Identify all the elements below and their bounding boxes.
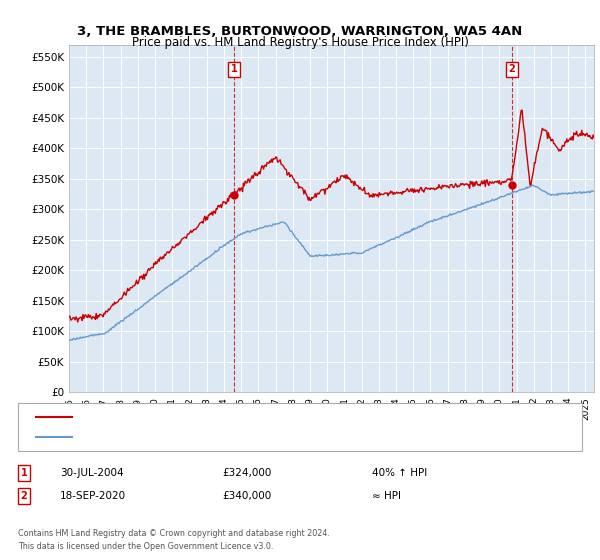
Text: £324,000: £324,000 — [222, 468, 271, 478]
Text: Price paid vs. HM Land Registry's House Price Index (HPI): Price paid vs. HM Land Registry's House … — [131, 36, 469, 49]
Text: 30-JUL-2004: 30-JUL-2004 — [60, 468, 124, 478]
Text: 1: 1 — [20, 468, 28, 478]
Text: 2: 2 — [508, 64, 515, 74]
Text: £340,000: £340,000 — [222, 491, 271, 501]
Text: 1: 1 — [230, 64, 237, 74]
Text: 18-SEP-2020: 18-SEP-2020 — [60, 491, 126, 501]
Text: Contains HM Land Registry data © Crown copyright and database right 2024.
This d: Contains HM Land Registry data © Crown c… — [18, 529, 330, 550]
Text: ≈ HPI: ≈ HPI — [372, 491, 401, 501]
Text: 40% ↑ HPI: 40% ↑ HPI — [372, 468, 427, 478]
Text: 2: 2 — [20, 491, 28, 501]
Text: 3, THE BRAMBLES, BURTONWOOD, WARRINGTON, WA5 4AN (detached house): 3, THE BRAMBLES, BURTONWOOD, WARRINGTON,… — [81, 413, 450, 422]
Text: 3, THE BRAMBLES, BURTONWOOD, WARRINGTON, WA5 4AN: 3, THE BRAMBLES, BURTONWOOD, WARRINGTON,… — [77, 25, 523, 38]
Text: HPI: Average price, detached house, Warrington: HPI: Average price, detached house, Warr… — [81, 432, 310, 441]
